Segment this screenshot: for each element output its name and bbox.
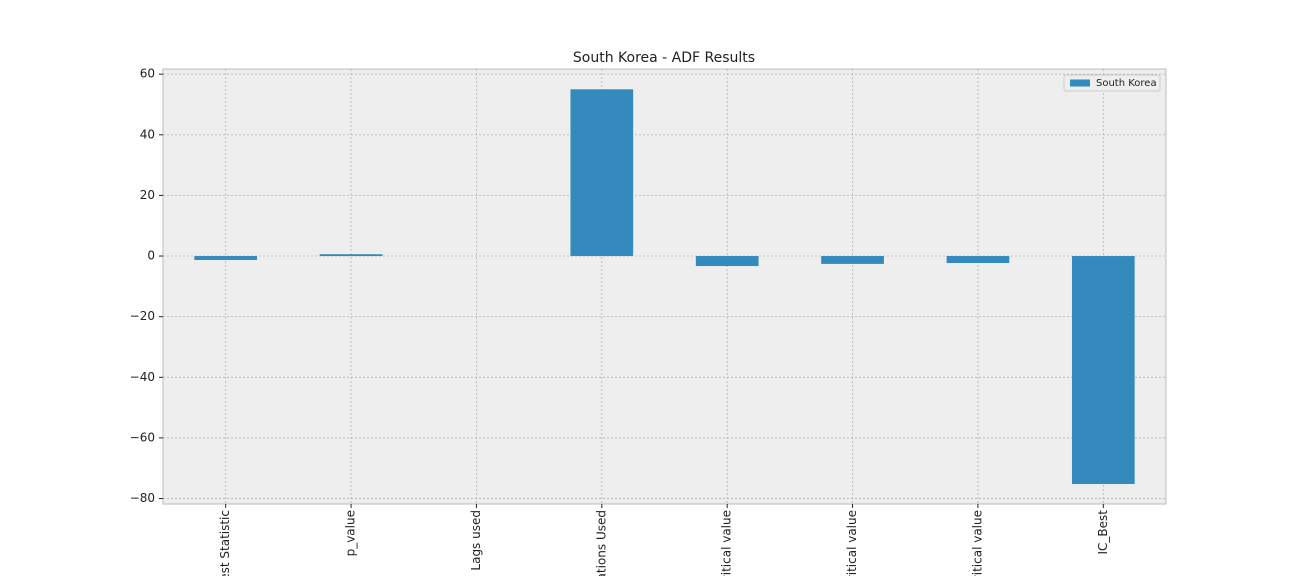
legend-label: South Korea — [1096, 78, 1157, 89]
legend-swatch — [1070, 79, 1090, 87]
bar — [695, 256, 759, 267]
y-tick-label: 0 — [147, 249, 155, 263]
bar — [319, 254, 383, 257]
y-tick-label: 60 — [140, 67, 155, 81]
bar — [946, 256, 1010, 264]
y-tick-label: −40 — [130, 370, 155, 384]
x-tick-label: ations Used — [594, 510, 608, 576]
bar — [570, 89, 634, 257]
x-tick-label: IC_Best — [1096, 510, 1110, 555]
y-tick-label: −60 — [130, 430, 155, 444]
y-tick-label: −20 — [130, 309, 155, 323]
legend-box — [1063, 74, 1161, 92]
x-tick-label: p_value — [344, 510, 358, 556]
plot-area — [162, 68, 1167, 505]
x-tick-label: ritical value — [845, 510, 859, 576]
chart-title: South Korea - ADF Results — [573, 50, 755, 66]
bar — [194, 256, 258, 260]
x-tick-label: est Statistic — [218, 510, 232, 576]
x-tick-label: ritical value — [970, 510, 984, 576]
x-tick-label: ritical value — [720, 510, 734, 576]
y-tick-label: −80 — [130, 491, 155, 505]
y-tick-label: 20 — [140, 188, 155, 202]
bar — [821, 256, 884, 264]
x-tick-label: Lags used — [469, 510, 483, 571]
bar — [1071, 256, 1135, 484]
y-tick-label: 40 — [140, 127, 155, 141]
